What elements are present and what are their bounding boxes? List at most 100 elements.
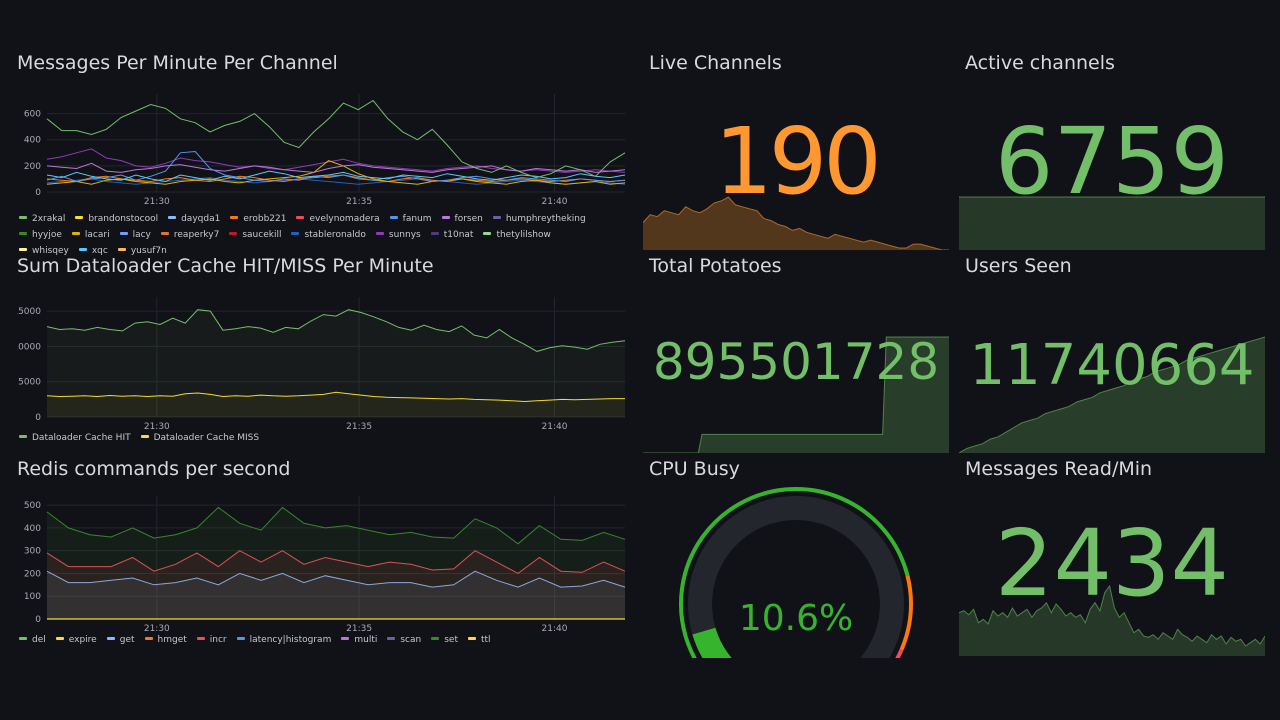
panel-title[interactable]: Messages Per Minute Per Channel	[17, 52, 338, 74]
legend-label: sunnys	[388, 230, 421, 240]
legend-label: thetylilshow	[496, 230, 551, 240]
redis-legend: del expire get hmget incr latency|histogram mu…	[19, 632, 619, 648]
legend-swatch	[140, 435, 149, 438]
y-tick-label: 15000	[17, 307, 41, 317]
legend-label: forsen	[454, 214, 483, 224]
legend-item-humphreytheking[interactable]: humphreytheking	[492, 211, 586, 227]
panel-title[interactable]: Messages Read/Min	[965, 458, 1153, 480]
legend-label: t10nat	[443, 230, 474, 240]
legend-swatch	[78, 248, 87, 251]
legend-item-dayqda1[interactable]: dayqda1	[168, 211, 220, 227]
legend-item-scan[interactable]: scan	[387, 632, 421, 648]
dataloader-chart[interactable]: 0 5000 10000 15000 21:30 21:35 21:40	[17, 291, 627, 433]
legend-swatch	[341, 637, 350, 640]
x-tick-label: 21:40	[542, 197, 568, 207]
messages-chart[interactable]: 0 200 400 600 21:30 21:35 21:40	[17, 88, 627, 208]
legend-item-fanum[interactable]: fanum	[389, 211, 432, 227]
panel-title[interactable]: Users Seen	[965, 255, 1072, 277]
legend-label: incr	[209, 635, 227, 645]
series-line	[46, 506, 626, 545]
legend-item-lacari[interactable]: lacari	[71, 227, 110, 243]
legend-swatch	[19, 216, 27, 219]
messages-read-value: 2434	[994, 510, 1230, 617]
series-line	[46, 99, 626, 179]
legend-item-incr[interactable]: incr	[196, 632, 227, 648]
legend-item-evelynomadera[interactable]: evelynomadera	[296, 211, 380, 227]
legend-item-xqc[interactable]: xqc	[78, 243, 108, 259]
y-tick-label: 500	[24, 501, 41, 511]
live-channels-value: 190	[714, 108, 882, 215]
legend-label: erobb221	[243, 214, 287, 224]
legend-swatch	[291, 232, 300, 235]
redis-chart[interactable]: 0 100 200 300 400 500 21:30 21:35 21:40	[17, 490, 627, 635]
series-line	[46, 162, 626, 173]
sparkline-line	[959, 336, 1265, 453]
legend-swatch	[441, 216, 450, 219]
legend-item-ttl[interactable]: ttl	[467, 632, 491, 648]
legend-item-get[interactable]: get	[106, 632, 135, 648]
legend-item-thetylilshow[interactable]: thetylilshow	[483, 227, 551, 243]
users-seen-sparkline	[959, 336, 1265, 453]
legend-item-expire[interactable]: expire	[55, 632, 97, 648]
legend-item-hyyjoe[interactable]: hyyjoe	[19, 227, 62, 243]
legend-label: dayqda1	[181, 214, 221, 224]
legend-item-saucekill[interactable]: saucekill	[229, 227, 281, 243]
total-potatoes-sparkline	[643, 336, 949, 453]
legend-label: saucekill	[242, 230, 282, 240]
legend-item-latency-histogram[interactable]: latency|histogram	[236, 632, 331, 648]
legend-item-multi[interactable]: multi	[341, 632, 377, 648]
legend-swatch	[19, 637, 27, 640]
panel-title[interactable]: Redis commands per second	[17, 458, 291, 480]
messages-read-sparkline	[959, 584, 1265, 656]
active-channels-sparkline	[959, 196, 1265, 250]
dataloader-panel: Sum Dataloader Cache HIT/MISS Per Minute…	[17, 255, 627, 450]
legend-label: reaperky7	[173, 230, 220, 240]
messages-legend: 2xrakal brandonstocool dayqda1 erobb221 evel…	[19, 211, 619, 259]
legend-item-stableronaldo[interactable]: stableronaldo	[291, 227, 366, 243]
x-tick-label: 21:35	[346, 624, 372, 634]
legend-swatch	[119, 232, 128, 235]
legend-swatch	[71, 232, 80, 235]
legend-item-lacy[interactable]: lacy	[119, 227, 151, 243]
legend-label: Dataloader Cache HIT	[32, 433, 131, 443]
legend-label: yusuf7n	[130, 246, 167, 256]
legend-item-2xrakal[interactable]: 2xrakal	[19, 211, 65, 227]
x-tick-label: 21:30	[144, 624, 170, 634]
series-line	[46, 170, 626, 183]
legend-item-del[interactable]: del	[19, 632, 46, 648]
legend-item-brandonstocool[interactable]: brandonstocool	[75, 211, 158, 227]
legend-item-set[interactable]: set	[431, 632, 458, 648]
active-channels-panel: Active channels 6759	[959, 52, 1265, 250]
legend-label: xqc	[91, 246, 108, 256]
legend-item-t10nat[interactable]: t10nat	[430, 227, 474, 243]
legend-item-reaperky7[interactable]: reaperky7	[160, 227, 220, 243]
y-tick-label: 0	[35, 615, 41, 625]
legend-item-forsen[interactable]: forsen	[441, 211, 483, 227]
legend-item-yusuf7n[interactable]: yusuf7n	[117, 243, 167, 259]
legend-label: whisqey	[32, 246, 69, 256]
legend-swatch	[19, 248, 27, 251]
panel-title[interactable]: Live Channels	[649, 52, 782, 74]
legend-swatch	[55, 637, 64, 640]
panel-title[interactable]: Active channels	[965, 52, 1115, 74]
series-line	[46, 148, 626, 173]
series-area	[47, 550, 625, 619]
legend-swatch	[117, 248, 126, 251]
legend-item-hmget[interactable]: hmget	[144, 632, 187, 648]
legend-item-sunnys[interactable]: sunnys	[375, 227, 421, 243]
active-channels-value: 6759	[994, 108, 1230, 215]
panel-title[interactable]: CPU Busy	[649, 458, 740, 480]
legend-swatch	[196, 637, 205, 640]
legend-item-dataloader-cache-hit[interactable]: Dataloader Cache HIT	[19, 430, 131, 446]
users-seen-panel: Users Seen 11740664	[959, 255, 1265, 453]
legend-item-erobb221[interactable]: erobb221	[230, 211, 286, 227]
panel-title[interactable]: Sum Dataloader Cache HIT/MISS Per Minute	[17, 255, 434, 277]
legend-item-whisqey[interactable]: whisqey	[19, 243, 69, 259]
legend-label: expire	[68, 635, 97, 645]
panel-title[interactable]: Total Potatoes	[649, 255, 782, 277]
legend-label: humphreytheking	[505, 214, 586, 224]
legend-item-dataloader-cache-miss[interactable]: Dataloader Cache MISS	[140, 430, 260, 446]
legend-swatch	[229, 232, 238, 235]
legend-label: Dataloader Cache MISS	[153, 433, 260, 443]
series-area	[47, 392, 625, 417]
